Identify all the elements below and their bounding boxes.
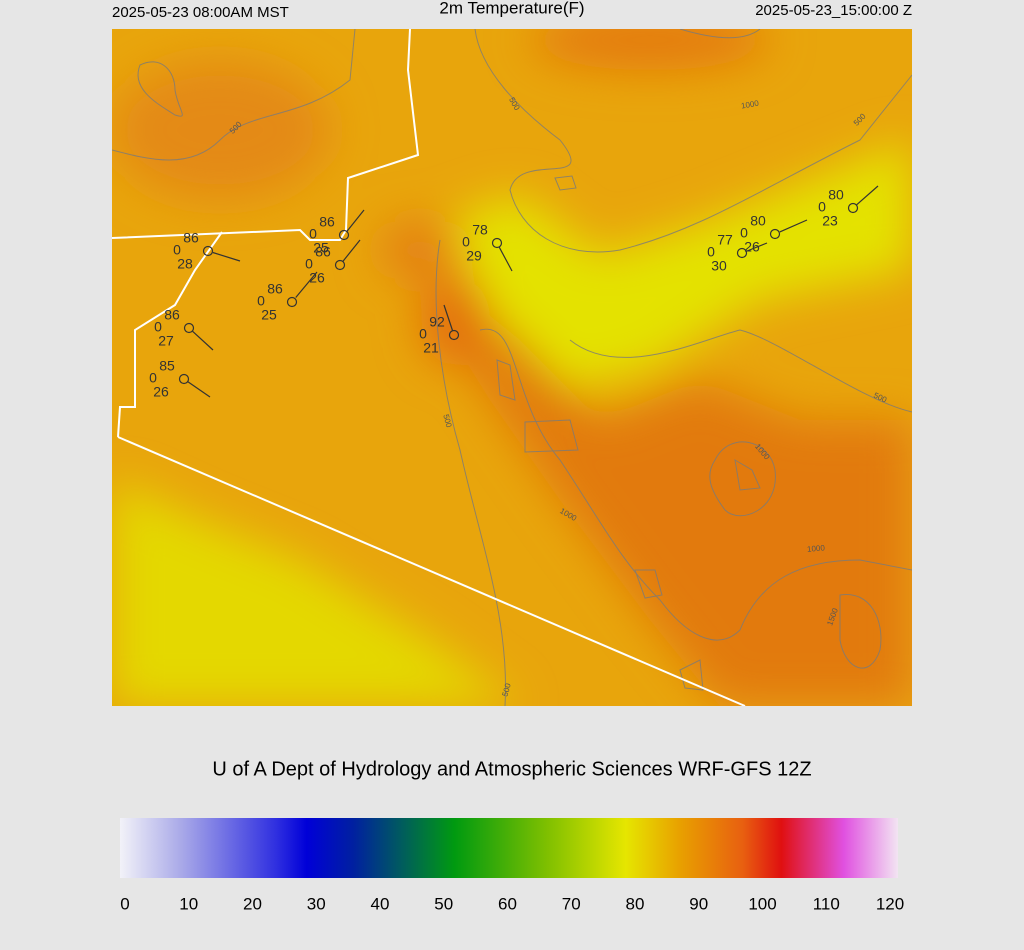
wind-barb bbox=[498, 246, 513, 272]
wind-barb bbox=[212, 251, 241, 262]
station-circle bbox=[338, 229, 350, 241]
station-circle bbox=[769, 228, 781, 240]
wind-barb bbox=[295, 271, 318, 298]
colorbar-tick-label: 120 bbox=[876, 894, 904, 913]
station-circle bbox=[183, 322, 195, 334]
colorbar-tick-label: 110 bbox=[813, 894, 840, 913]
temperature-field bbox=[112, 29, 912, 706]
station-circle bbox=[334, 259, 346, 271]
station-temperature: 86 bbox=[315, 244, 331, 260]
station-pressure: 0 bbox=[154, 319, 162, 335]
colorbar-tick-label: 60 bbox=[498, 894, 517, 913]
station-temperature: 77 bbox=[717, 232, 733, 248]
valid-time-local: 2025-05-23 08:00AM MST bbox=[112, 4, 289, 21]
station-temperature: 86 bbox=[267, 281, 283, 297]
colorbar-tick-label: 30 bbox=[307, 894, 326, 913]
colorbar-tick-label: 70 bbox=[562, 894, 581, 913]
station-dewpoint: 23 bbox=[822, 213, 838, 229]
station-circle bbox=[491, 237, 503, 249]
station-pressure: 0 bbox=[257, 293, 265, 309]
station-circle bbox=[286, 296, 298, 308]
colorbar-tick-label: 90 bbox=[689, 894, 708, 913]
valid-time-utc: 2025-05-23_15:00:00 Z bbox=[755, 2, 912, 19]
station-temperature: 92 bbox=[429, 314, 445, 330]
station-temperature: 85 bbox=[159, 358, 175, 374]
wind-barb bbox=[745, 242, 768, 253]
contour-label: 1000 bbox=[807, 543, 826, 554]
colorbar-tick-label: 20 bbox=[243, 894, 262, 913]
station-dewpoint: 26 bbox=[309, 270, 325, 286]
station-dewpoint: 27 bbox=[158, 333, 174, 349]
station-dewpoint: 25 bbox=[313, 240, 329, 256]
station-dewpoint: 29 bbox=[466, 248, 482, 264]
station-circle bbox=[448, 329, 460, 341]
station-pressure: 0 bbox=[818, 199, 826, 215]
station-dewpoint: 30 bbox=[711, 258, 727, 274]
station-dewpoint: 28 bbox=[177, 256, 193, 272]
station-temperature: 80 bbox=[828, 187, 844, 203]
contour-label: 500 bbox=[501, 682, 513, 698]
map-title: 2m Temperature(F) bbox=[439, 0, 584, 17]
colorbar-tick-label: 80 bbox=[626, 894, 645, 913]
colorbar-tick-label: 50 bbox=[434, 894, 453, 913]
wind-barb bbox=[346, 209, 365, 232]
wind-barb bbox=[443, 304, 454, 331]
colorbar-tick-label: 40 bbox=[371, 894, 390, 913]
station-pressure: 0 bbox=[740, 225, 748, 241]
contour-label: 1000 bbox=[740, 99, 760, 111]
station-temperature: 80 bbox=[750, 213, 766, 229]
colorbar-tick-label: 10 bbox=[179, 894, 198, 913]
station-temperature: 86 bbox=[319, 214, 335, 230]
colorbar-tick-label: 0 bbox=[120, 894, 129, 913]
wind-barb bbox=[342, 239, 361, 262]
station-dewpoint: 25 bbox=[261, 307, 277, 323]
station-pressure: 0 bbox=[305, 256, 313, 272]
wind-barb bbox=[856, 185, 879, 206]
colorbar bbox=[120, 818, 898, 878]
station-pressure: 0 bbox=[173, 242, 181, 258]
wind-barb bbox=[779, 219, 808, 233]
station-dewpoint: 26 bbox=[744, 239, 760, 255]
station-pressure: 0 bbox=[462, 234, 470, 250]
credit: U of A Dept of Hydrology and Atmospheric… bbox=[212, 758, 811, 780]
station-circle bbox=[178, 373, 190, 385]
station-temperature: 86 bbox=[164, 307, 180, 323]
colorbar-tick-label: 100 bbox=[748, 894, 776, 913]
station-circle bbox=[736, 247, 748, 259]
station-temperature: 86 bbox=[183, 230, 199, 246]
contour-label: 500 bbox=[441, 413, 453, 429]
station-temperature: 78 bbox=[472, 222, 488, 238]
station-dewpoint: 21 bbox=[423, 340, 439, 356]
station-dewpoint: 26 bbox=[153, 384, 169, 400]
station-pressure: 0 bbox=[149, 370, 157, 386]
wind-barb bbox=[187, 381, 211, 398]
station-circle bbox=[847, 202, 859, 214]
station-pressure: 0 bbox=[309, 226, 317, 242]
station-pressure: 0 bbox=[419, 326, 427, 342]
station-circle bbox=[202, 245, 214, 257]
station-pressure: 0 bbox=[707, 244, 715, 260]
wind-barb bbox=[192, 330, 214, 351]
